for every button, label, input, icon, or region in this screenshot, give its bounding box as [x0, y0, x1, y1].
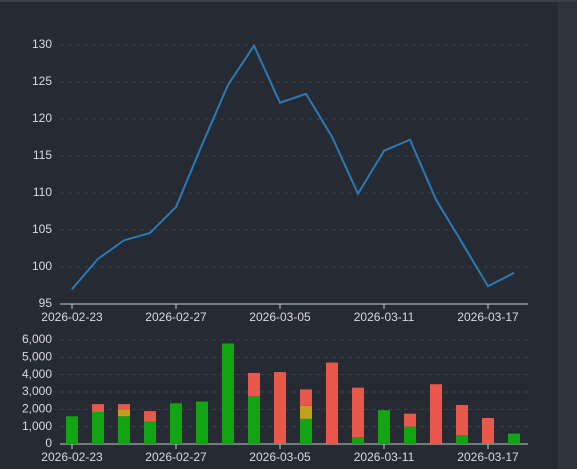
scrollbar[interactable] [558, 2, 577, 469]
bar-segment [482, 418, 494, 444]
y-tick-label: 105 [32, 222, 52, 236]
bar-segment [222, 343, 234, 444]
bar-segment [378, 410, 390, 444]
x-tick-label: 2026-02-27 [145, 310, 207, 324]
top-border [0, 0, 577, 2]
bar-segment [352, 437, 364, 444]
bar-segment [404, 426, 416, 444]
y-tick-label: 4,000 [22, 367, 52, 381]
y-tick-label: 115 [33, 148, 52, 162]
bar-segment [352, 387, 364, 438]
x-tick-label: 2026-03-17 [457, 450, 519, 464]
y-tick-label: 95 [39, 296, 53, 310]
y-tick-label: 1,000 [22, 419, 52, 433]
bar-segment [300, 418, 312, 444]
bar-segment [404, 413, 416, 427]
bar-segment [456, 435, 468, 444]
y-tick-label: 110 [33, 185, 52, 199]
bar-segment [92, 404, 104, 412]
bar-segment [300, 405, 312, 419]
bar-segment [248, 372, 260, 397]
x-tick-label: 2026-02-27 [145, 450, 207, 464]
bar-segment [326, 362, 338, 444]
bar-segment [118, 404, 130, 410]
y-tick-label: 3,000 [22, 384, 52, 398]
y-tick-label: 2,000 [22, 402, 52, 416]
bar-segment [196, 401, 208, 444]
bar-segment [118, 409, 130, 417]
line [71, 43, 515, 290]
y-tick-label: 5,000 [22, 350, 52, 364]
y-tick-label: 130 [32, 37, 52, 51]
bar-segment [66, 416, 78, 444]
y-tick-label: 6,000 [22, 332, 52, 346]
y-tick-label: 125 [32, 74, 52, 88]
x-tick-label: 2026-03-05 [249, 450, 311, 464]
bar-segment [430, 384, 442, 444]
x-tick-label: 2026-03-17 [457, 310, 519, 324]
bar-segment [144, 411, 156, 422]
x-tick-label: 2026-02-23 [41, 450, 103, 464]
bar-segment [508, 433, 520, 444]
x-tick-label: 2026-02-23 [41, 310, 103, 324]
x-tick-label: 2026-03-11 [354, 310, 415, 324]
bar-segment [118, 416, 130, 444]
bar-segment [170, 403, 182, 444]
bar-segment [144, 421, 156, 444]
bar-segment [456, 405, 468, 436]
y-tick-label: 100 [32, 259, 52, 273]
y-tick-label: 0 [45, 436, 52, 450]
x-tick-label: 2026-03-11 [354, 450, 415, 464]
bar-segment [274, 372, 286, 444]
bar-segment [300, 389, 312, 406]
y-tick-label: 120 [32, 111, 52, 125]
x-tick-label: 2026-03-05 [249, 310, 311, 324]
bar-segment [248, 396, 260, 444]
bar-segment [92, 411, 104, 444]
